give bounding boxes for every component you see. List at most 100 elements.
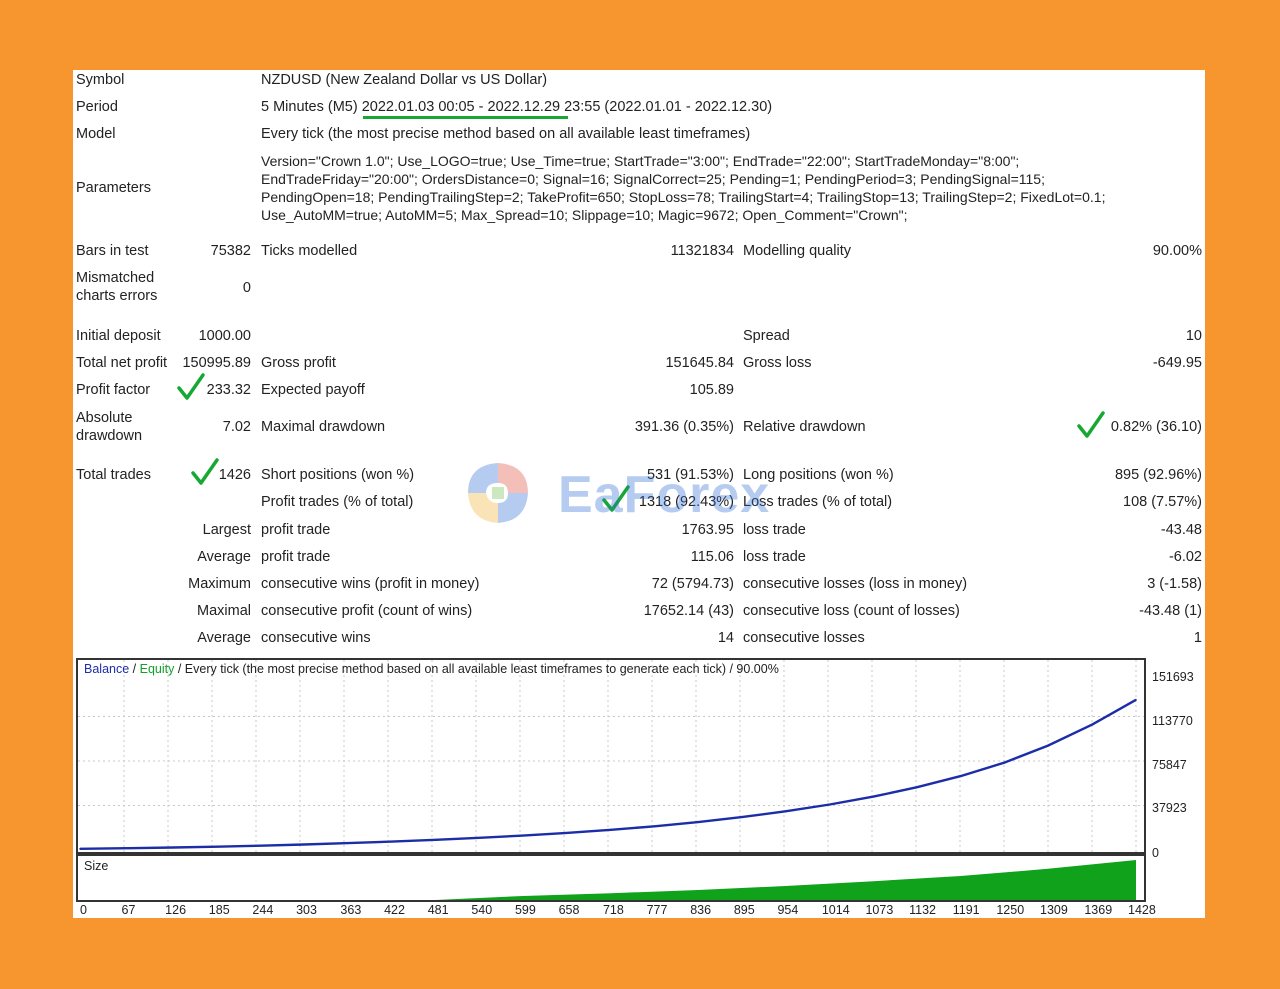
x-tick-label: 1073	[865, 903, 894, 917]
mismatched-value: 0	[242, 280, 251, 296]
balance-point	[1003, 761, 1006, 764]
checkmark-icon	[191, 458, 219, 485]
balance-point	[128, 847, 131, 850]
profittrades-label: Profit trades (% of total)	[261, 494, 414, 510]
period-suffix: 23:55 (2022.01.01 - 2022.12.30)	[564, 99, 773, 115]
grossprofit-label: Gross profit	[261, 355, 336, 371]
shortpos-label: Short positions (won %)	[261, 467, 415, 483]
x-tick-label: 1014	[821, 903, 850, 917]
legend-equity: Equity	[139, 662, 175, 676]
balance-point	[391, 840, 393, 843]
size-label: Size	[84, 859, 109, 873]
x-tick-label: 1369	[1084, 903, 1113, 917]
balance-chart-plot	[78, 660, 1144, 852]
balance-point	[303, 843, 305, 846]
balance-point	[697, 821, 700, 823]
maximum-label: Maximum	[188, 576, 251, 592]
x-tick-label: 244	[252, 903, 274, 917]
avglosses-label: consecutive losses	[743, 630, 865, 646]
model-value: Every tick (the most precise method base…	[261, 126, 751, 142]
x-tick-label: 1309	[1040, 903, 1068, 917]
balance-point	[79, 848, 81, 850]
x-tick-label: 954	[777, 903, 799, 917]
size-chart-plot	[80, 860, 1136, 900]
netprofit-label: Total net profit	[76, 355, 168, 371]
period-value: 5 Minutes (M5) 2022.01.03 00:05 - 2022.1…	[261, 98, 772, 116]
x-tick-label: 895	[733, 903, 755, 917]
deposit-value: 1000.00	[198, 328, 251, 344]
x-tick-label: 1428	[1128, 903, 1156, 917]
maxdrawdown-value: 391.36 (0.35%)	[634, 419, 734, 435]
pfactor-value: 233.32	[206, 382, 251, 398]
balance-point	[172, 846, 174, 849]
avgcons-label: Average	[197, 630, 251, 646]
x-tick-label: 599	[514, 903, 536, 917]
mismatched-label: Mismatched	[76, 270, 155, 286]
avglosses-value: 1	[1193, 630, 1202, 646]
balance-point	[259, 844, 262, 847]
average-loss-value: -6.02	[1168, 549, 1202, 565]
balance-point	[610, 829, 612, 831]
quality-value: 90.00%	[1152, 243, 1202, 259]
largest-loss-value: -43.48	[1160, 522, 1202, 538]
maxlosses-value: 3 (-1.58)	[1147, 576, 1202, 592]
maxloss-value: -43.48 (1)	[1139, 603, 1202, 619]
x-tick-label: 481	[427, 903, 449, 917]
eaforex-logo-icon	[468, 463, 528, 523]
longpos-label: Long positions (won %)	[743, 467, 894, 483]
balance-point	[1091, 723, 1094, 726]
checkmark-icon	[177, 373, 205, 400]
balance-point	[216, 845, 218, 848]
size-chart: Size	[76, 854, 1146, 902]
payoff-label: Expected payoff	[261, 382, 365, 398]
balance-point	[829, 803, 831, 806]
period-timeframe: 5 Minutes (M5)	[261, 99, 358, 115]
x-tick-label: 1132	[909, 903, 936, 917]
ticks-label: Ticks modelled	[261, 243, 358, 259]
absdrawdown-value: 7.02	[222, 419, 251, 435]
x-tick-label: 126	[165, 903, 187, 917]
balance-point	[653, 825, 656, 828]
balance-point	[565, 832, 568, 834]
deposit-label: Initial deposit	[76, 328, 161, 344]
maxloss-label: consecutive loss (count of losses)	[743, 603, 960, 619]
losstrades-label: Loss trades (% of total)	[743, 494, 893, 510]
parameters-line: Version="Crown 1.0"; Use_LOGO=true; Use_…	[261, 153, 1020, 169]
balance-point	[1047, 744, 1049, 747]
largest-profit-value: 1763.95	[681, 522, 734, 538]
balance-chart: Balance / Equity / Every tick (the most …	[76, 658, 1146, 854]
symbol-value: NZDUSD (New Zealand Dollar vs US Dollar)	[261, 72, 548, 88]
bars-label: Bars in test	[76, 243, 149, 259]
totaltrades-value: 1426	[218, 467, 251, 483]
balance-point	[434, 838, 437, 841]
average-profit-label: profit trade	[261, 549, 331, 565]
reldrawdown-label: Relative drawdown	[743, 419, 866, 435]
grossprofit-value: 151645.84	[665, 355, 734, 371]
balance-point	[478, 836, 481, 839]
maxwins-value: 72 (5794.73)	[651, 576, 734, 592]
x-tick-label: 836	[690, 903, 712, 917]
checkmark-icon	[602, 485, 630, 512]
profittrades-value: 1318 (92.43%)	[638, 494, 734, 510]
maximal-label: Maximal	[197, 603, 251, 619]
average-loss-label: loss trade	[743, 549, 806, 565]
largest-profit-label: profit trade	[261, 522, 331, 538]
y-tick-label: 0	[1152, 846, 1159, 860]
grossloss-value: -649.95	[1152, 355, 1202, 371]
parameters-label: Parameters	[76, 180, 151, 196]
absdrawdown-label: Absolute	[76, 410, 133, 426]
balance-point	[916, 786, 918, 789]
maxdrawdown-label: Maximal drawdown	[261, 419, 386, 435]
y-tick-label: 37923	[1152, 801, 1187, 815]
balance-point	[347, 842, 350, 844]
period-label: Period	[76, 99, 118, 115]
spread-label: Spread	[743, 328, 790, 344]
avgwins-value: 14	[717, 630, 734, 646]
x-tick-label: 185	[208, 903, 230, 917]
maxlosses-label: consecutive losses (loss in money)	[743, 576, 968, 592]
parameters-line: EndTradeFriday="20:00"; OrdersDistance=0…	[261, 171, 1045, 187]
strategy-tester-report: Symbol NZDUSD (New Zealand Dollar vs US …	[73, 70, 1205, 918]
size-area	[80, 860, 1136, 900]
balance-point	[741, 816, 743, 818]
legend-balance: Balance	[84, 662, 130, 676]
